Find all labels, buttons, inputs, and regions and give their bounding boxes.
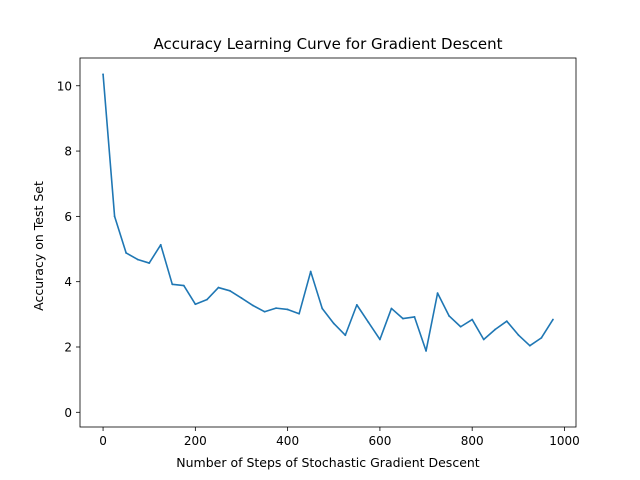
data-point xyxy=(217,286,220,289)
axes-frame xyxy=(79,57,577,428)
x-tick-label: 200 xyxy=(184,434,207,448)
data-point xyxy=(402,317,404,320)
data-point xyxy=(552,318,554,321)
data-point xyxy=(275,307,277,310)
y-tick-label: 0 xyxy=(64,406,72,420)
data-point xyxy=(229,289,231,292)
data-point xyxy=(367,321,370,324)
data-point xyxy=(517,334,520,336)
data-point xyxy=(540,336,543,339)
x-axis-label: Number of Steps of Stochastic Gradient D… xyxy=(176,455,480,470)
data-point xyxy=(182,284,185,287)
data-point xyxy=(425,350,427,352)
data-point xyxy=(321,307,324,310)
data-point xyxy=(159,243,162,246)
data-point xyxy=(194,303,197,306)
data-point xyxy=(413,316,416,318)
plot-area: 0 200 400 600 800 1000 0 2 4 6 8 10 xyxy=(57,57,580,448)
data-point xyxy=(286,308,289,311)
data-point xyxy=(298,312,301,315)
series-line xyxy=(102,74,554,352)
data-point xyxy=(309,270,312,273)
data-point xyxy=(125,252,128,254)
data-point xyxy=(528,344,531,347)
data-point xyxy=(171,283,174,286)
x-tick-label: 1000 xyxy=(549,434,580,448)
data-point xyxy=(505,320,508,323)
data-point xyxy=(263,310,266,313)
x-tick-label: 400 xyxy=(276,434,299,448)
data-point xyxy=(459,325,462,328)
y-tick-label: 8 xyxy=(64,145,72,159)
y-tick-label: 6 xyxy=(64,210,72,224)
data-point xyxy=(113,215,116,218)
x-tick-label: 600 xyxy=(368,434,391,448)
data-point xyxy=(205,298,208,301)
data-point xyxy=(136,258,139,261)
x-tick-label: 800 xyxy=(461,434,484,448)
data-point xyxy=(355,303,358,306)
data-point xyxy=(344,334,347,337)
data-point xyxy=(148,262,151,264)
y-tick-label: 2 xyxy=(64,340,72,354)
data-point xyxy=(102,73,104,76)
data-point xyxy=(494,328,497,331)
data-point xyxy=(390,307,393,310)
data-point xyxy=(482,338,485,341)
data-point xyxy=(448,315,451,317)
data-point xyxy=(436,292,439,295)
data-point xyxy=(332,322,335,325)
x-tick-label: 0 xyxy=(99,434,107,448)
chart-title: Accuracy Learning Curve for Gradient Des… xyxy=(153,35,502,53)
y-tick-label: 10 xyxy=(57,79,72,93)
data-point xyxy=(240,297,243,299)
data-point xyxy=(252,304,254,307)
data-point xyxy=(379,338,381,341)
data-point xyxy=(471,318,474,321)
y-tick-label: 4 xyxy=(64,275,72,289)
y-axis-label: Accuracy on Test Set xyxy=(31,181,46,311)
